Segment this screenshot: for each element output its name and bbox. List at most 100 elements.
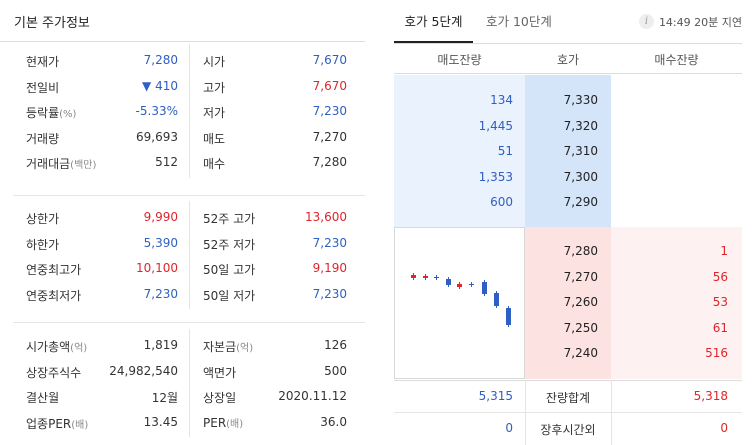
info-section: 상한가 9,990 52주 고가 13,600 하한가 5,390 52주 저가 7,230 연… [13, 205, 365, 307]
divider [189, 329, 190, 437]
ask-block: 134 7,330 1,445 7,320 51 7,310 1,353 7,300 600 7,… [394, 75, 742, 227]
value: 13.45 [143, 414, 178, 429]
info-row: 시가총액(억) 1,819 자본금(억) 126 [13, 333, 365, 359]
label: 결산월 [26, 391, 60, 405]
total-remaining-row: 5,315 잔량합계 5,318 [394, 380, 742, 413]
value: 7,230 [312, 104, 347, 118]
label: 액면가 [203, 365, 237, 380]
divider [611, 380, 612, 445]
divider [525, 380, 526, 445]
divider [394, 43, 742, 44]
bid-row[interactable]: 7,260 53 [394, 290, 742, 315]
ask-price: 7,300 [563, 169, 598, 184]
panel-title: 기본 주가정보 [14, 16, 90, 31]
candle-body [482, 282, 487, 294]
info-row: 현재가 7,280 시가 7,670 [13, 48, 365, 74]
label: 상장일 [203, 391, 237, 405]
bid-qty: 1 [720, 244, 728, 258]
after-hours-label: 장후시간외 [540, 423, 596, 437]
tab-5-levels[interactable]: 호가 5단계 [404, 14, 463, 29]
basic-stock-info-panel: 기본 주가정보 현재가 7,280 시가 7,670 전일비 ▼ 410 고가 7,670 등락… [0, 0, 365, 445]
divider [189, 201, 190, 309]
value: 5,390 [143, 235, 178, 250]
value: 7,280 [312, 155, 347, 169]
bid-price: 7,260 [563, 295, 598, 309]
info-section: 시가총액(억) 1,819 자본금(억) 126 상장주식수 24,982,540 액면가 5… [13, 333, 365, 435]
candle-body [434, 277, 439, 278]
ask-price: 7,330 [563, 93, 598, 107]
label: 매도 [203, 131, 226, 146]
value: 7,230 [312, 286, 347, 301]
divider [0, 41, 365, 42]
candle-body [411, 275, 416, 278]
divider [189, 44, 190, 178]
label: 거래량 [26, 131, 60, 146]
divider [13, 195, 365, 196]
candle-body [423, 276, 428, 278]
label: 현재가 [26, 55, 60, 69]
ask-row[interactable]: 1,445 7,320 [394, 114, 742, 139]
info-row: 하한가 5,390 52주 저가 7,230 [13, 231, 365, 257]
label: 저가 [203, 106, 226, 120]
bid-block: 7,280 1 7,270 56 7,260 53 7,250 61 7,240 516 [394, 227, 742, 379]
candlestick-chart [411, 273, 511, 327]
divider [13, 322, 365, 323]
info-row: 등락률(%) -5.33% 저가 7,230 [13, 99, 365, 125]
info-row: 연중최저가 7,230 50일 저가 7,230 [13, 282, 365, 308]
label: 연중최고가 [26, 263, 82, 277]
after-hours-buy-qty: 0 [720, 421, 728, 435]
bid-price: 7,280 [563, 244, 598, 258]
info-row: 연중최고가 10,100 50일 고가 9,190 [13, 256, 365, 282]
value: 36.0 [320, 414, 347, 429]
value: 7,280 [143, 53, 178, 67]
info-icon[interactable]: i [639, 14, 654, 29]
bid-price: 7,270 [563, 269, 598, 284]
bid-row[interactable]: 7,250 61 [394, 316, 742, 341]
ask-row[interactable]: 1,353 7,300 [394, 165, 742, 190]
tab-10-levels[interactable]: 호가 10단계 [486, 14, 552, 29]
total-sell-qty: 5,315 [478, 389, 513, 403]
label: 시가 [203, 55, 226, 69]
value: 9,190 [312, 261, 347, 275]
header-price: 호가 [556, 53, 580, 67]
value: 2020.11.12 [278, 389, 347, 403]
orderbook-panel: 호가 5단계 호가 10단계 i 14:49 20분 지연 매도잔량 호가 매수… [394, 0, 742, 445]
after-hours-sell-qty: 0 [505, 421, 513, 435]
value: 69,693 [136, 129, 178, 144]
bid-row[interactable]: 7,240 516 [394, 341, 742, 366]
value: 9,990 [143, 210, 178, 224]
value: 7,670 [312, 53, 347, 67]
bid-row[interactable]: 7,280 1 [394, 239, 742, 264]
delay-notice: 14:49 20분 지연 [658, 16, 742, 29]
bid-price: 7,240 [563, 346, 598, 360]
ask-qty: 600 [490, 195, 513, 209]
label: 50일 저가 [203, 288, 256, 303]
label: 업종PER(배) [26, 416, 89, 431]
bid-row[interactable]: 7,270 56 [394, 265, 742, 290]
info-row: 상한가 9,990 52주 고가 13,600 [13, 205, 365, 231]
label: 연중최저가 [26, 288, 82, 303]
label: 52주 저가 [203, 237, 256, 252]
mini-candle-chart [394, 227, 525, 379]
bid-qty: 56 [712, 269, 728, 284]
bid-qty: 53 [712, 295, 728, 309]
ask-price: 7,310 [563, 144, 598, 158]
label: 매수 [203, 157, 226, 171]
header-sell-qty: 매도잔량 [437, 53, 482, 67]
value: -5.33% [135, 104, 178, 118]
orderbook-header: 매도잔량 호가 매수잔량 [394, 44, 742, 74]
total-label: 잔량합계 [545, 391, 591, 405]
ask-row[interactable]: 134 7,330 [394, 88, 742, 113]
label: 상한가 [26, 212, 60, 226]
candle-body [494, 293, 499, 306]
value: 13,600 [305, 210, 347, 224]
value: 10,100 [136, 261, 178, 275]
info-row: 전일비 ▼ 410 고가 7,670 [13, 74, 365, 100]
info-row: 결산월 12월 상장일 2020.11.12 [13, 384, 365, 410]
label: 전일비 [26, 80, 60, 95]
info-section: 현재가 7,280 시가 7,670 전일비 ▼ 410 고가 7,670 등락률(%) -5.3… [13, 48, 365, 176]
ask-row[interactable]: 600 7,290 [394, 190, 742, 215]
value: 512 [155, 155, 178, 169]
value: 126 [324, 338, 347, 352]
ask-row[interactable]: 51 7,310 [394, 139, 742, 164]
